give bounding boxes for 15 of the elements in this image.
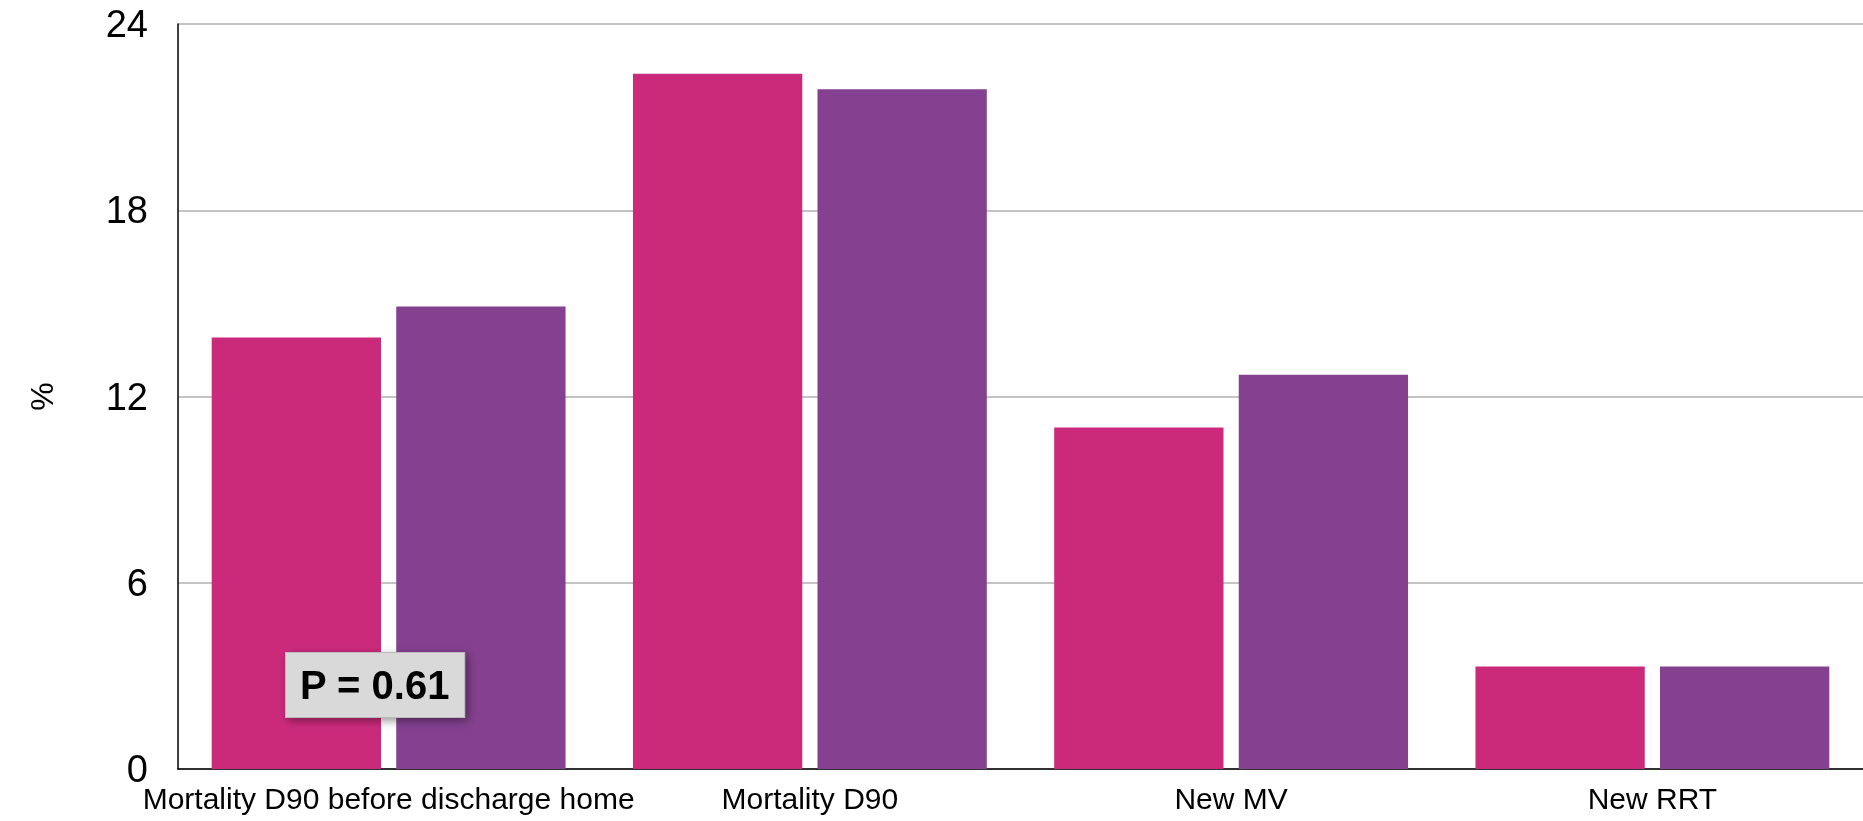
- bar: [1238, 374, 1409, 769]
- y-axis-title: %: [24, 382, 60, 411]
- y-tick-label: 18: [105, 189, 148, 232]
- bar: [632, 73, 803, 769]
- y-tick-label: 24: [105, 3, 148, 45]
- annotation: P = 0.61: [300, 663, 450, 707]
- bar: [817, 89, 987, 769]
- bar: [1054, 427, 1224, 769]
- y-tick-label: 12: [105, 375, 148, 418]
- x-tick-label: New RRT: [1587, 781, 1718, 815]
- x-tick-label: New MV: [1174, 781, 1288, 815]
- bar: [1475, 666, 1645, 769]
- x-tick-label: Mortality D90: [721, 781, 899, 815]
- bar: [1659, 666, 1830, 769]
- y-tick-label: 6: [126, 561, 148, 604]
